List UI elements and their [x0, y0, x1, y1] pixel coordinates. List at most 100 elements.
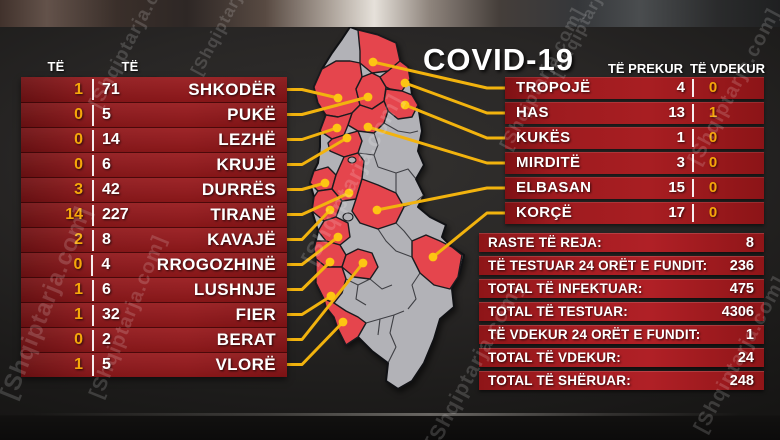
column-divider: [92, 304, 94, 326]
infected-value: 42: [102, 181, 120, 198]
district-name: TROPOJË: [516, 79, 591, 96]
deaths-value: 0: [74, 131, 83, 148]
summary-row: TOTAL TË TESTUAR: 4306: [479, 302, 764, 321]
infected-value: 6: [102, 281, 111, 298]
district-name: KAVAJË: [207, 230, 276, 249]
district-name: PUKË: [227, 105, 276, 124]
deaths-value: 0: [74, 331, 83, 348]
column-divider: [692, 204, 694, 222]
stat-value: 24: [737, 349, 754, 366]
stat-label: TOTAL TË VDEKUR:: [488, 350, 621, 365]
deaths-value: 0: [708, 79, 718, 96]
deaths-value: 1: [74, 356, 83, 373]
stat-value: 475: [729, 280, 754, 297]
column-divider: [692, 79, 694, 97]
district-name: KORÇË: [516, 204, 573, 221]
column-divider: [92, 154, 94, 176]
stat-label: RASTE TË REJA:: [488, 235, 602, 250]
table-row: MIRDITË 3 0: [505, 152, 764, 174]
column-divider: [92, 129, 94, 151]
infected-value: 17: [668, 204, 685, 221]
deaths-value: 1: [74, 306, 83, 323]
left-districts-table: 1 71 SHKODËR 0 5 PUKË 0 14 LEZHË 0 6 KRUJË 3 42 DU…: [21, 77, 287, 377]
summary-row: TOTAL TË SHËRUAR: 248: [479, 371, 764, 390]
table-row: 14 227 TIRANË: [21, 202, 287, 227]
district-name: SHKODËR: [188, 79, 276, 99]
column-divider: [692, 129, 694, 147]
infected-value: 2: [102, 331, 111, 348]
stat-value: 4306: [721, 303, 754, 320]
deaths-value: 0: [74, 106, 83, 123]
district-name: HAS: [516, 104, 549, 121]
table-row: KORÇË 17 0: [505, 202, 764, 224]
stat-value: 8: [745, 234, 754, 251]
deaths-value: 2: [74, 231, 83, 248]
column-divider: [92, 354, 94, 376]
table-row: ELBASAN 15 0: [505, 177, 764, 199]
infected-value: 15: [668, 179, 685, 196]
deaths-value: 0: [708, 154, 718, 171]
table-row: KUKËS 1 0: [505, 127, 764, 149]
district-name: RROGOZHINË: [156, 255, 276, 274]
infected-value: 71: [102, 80, 120, 98]
page-title: COVID-19: [423, 42, 574, 77]
summary-row: TË VDEKUR 24 ORËT E FUNDIT: 1: [479, 325, 764, 344]
stat-label: TOTAL TË INFEKTUAR:: [488, 281, 643, 296]
deaths-value: 0: [708, 204, 718, 221]
stat-value: 236: [729, 257, 754, 274]
district-name: LEZHË: [218, 130, 276, 149]
table-row: 0 6 KRUJË: [21, 152, 287, 177]
column-divider: [692, 104, 694, 122]
deaths-value: 14: [65, 206, 83, 223]
district-name: BERAT: [216, 330, 276, 349]
table-row: 0 4 RROGOZHINË: [21, 252, 287, 277]
infected-value: 13: [668, 104, 685, 121]
column-divider: [92, 204, 94, 226]
district-name: MIRDITË: [516, 154, 581, 171]
column-divider: [692, 154, 694, 172]
deaths-value: 0: [708, 179, 718, 196]
district-dots: [320, 57, 438, 327]
infected-value: 6: [102, 156, 111, 173]
summary-row: TOTAL TË VDEKUR: 24: [479, 348, 764, 367]
deaths-value: 1: [74, 281, 83, 298]
stat-label: TË VDEKUR 24 ORËT E FUNDIT:: [488, 327, 701, 342]
infected-value: 4: [676, 79, 685, 96]
table-row: 0 5 PUKË: [21, 102, 287, 127]
table-row: 0 14 LEZHË: [21, 127, 287, 152]
column-divider: [92, 329, 94, 351]
infected-value: 32: [102, 306, 120, 323]
summary-row: TOTAL TË INFEKTUAR: 475: [479, 279, 764, 298]
deaths-value: 1: [708, 104, 718, 121]
table-row: 1 32 FIER: [21, 302, 287, 327]
table-row: 1 5 VLORË: [21, 352, 287, 377]
stat-value: 248: [729, 372, 754, 389]
affected-districts: [309, 29, 463, 346]
district-name: KUKËS: [516, 129, 571, 146]
right-col-deaths-header: TË VDEKUR: [689, 61, 766, 76]
stat-label: TOTAL TË SHËRUAR:: [488, 373, 631, 388]
table-row: 2 8 KAVAJË: [21, 227, 287, 252]
floor-shadow: [0, 416, 780, 440]
district-name: TIRANË: [210, 205, 276, 224]
infected-value: 8: [102, 231, 111, 248]
district-name: VLORË: [215, 355, 276, 374]
column-divider: [92, 229, 94, 251]
deaths-value: 0: [708, 129, 718, 146]
table-row: 3 42 DURRËS: [21, 177, 287, 202]
table-row: 0 2 BERAT: [21, 327, 287, 352]
table-row: HAS 13 1: [505, 102, 764, 124]
district-borders: [345, 122, 425, 364]
deaths-value: 0: [73, 256, 83, 273]
column-divider: [692, 179, 694, 197]
summary-row: TË TESTUAR 24 ORËT E FUNDIT: 236: [479, 256, 764, 275]
right-districts-table: TROPOJË 4 0 HAS 13 1 KUKËS 1 0 MIRDITË 3 0 ELBAS…: [505, 77, 764, 227]
column-divider: [92, 104, 94, 126]
stat-label: TOTAL TË TESTUAR:: [488, 304, 628, 319]
stat-label: TË TESTUAR 24 ORËT E FUNDIT:: [488, 258, 708, 273]
infected-value: 5: [102, 106, 111, 123]
column-divider: [91, 254, 94, 276]
panel-floor-edge: [0, 413, 780, 416]
blurred-video-strip: [0, 0, 780, 27]
infected-value: 4: [101, 256, 111, 273]
